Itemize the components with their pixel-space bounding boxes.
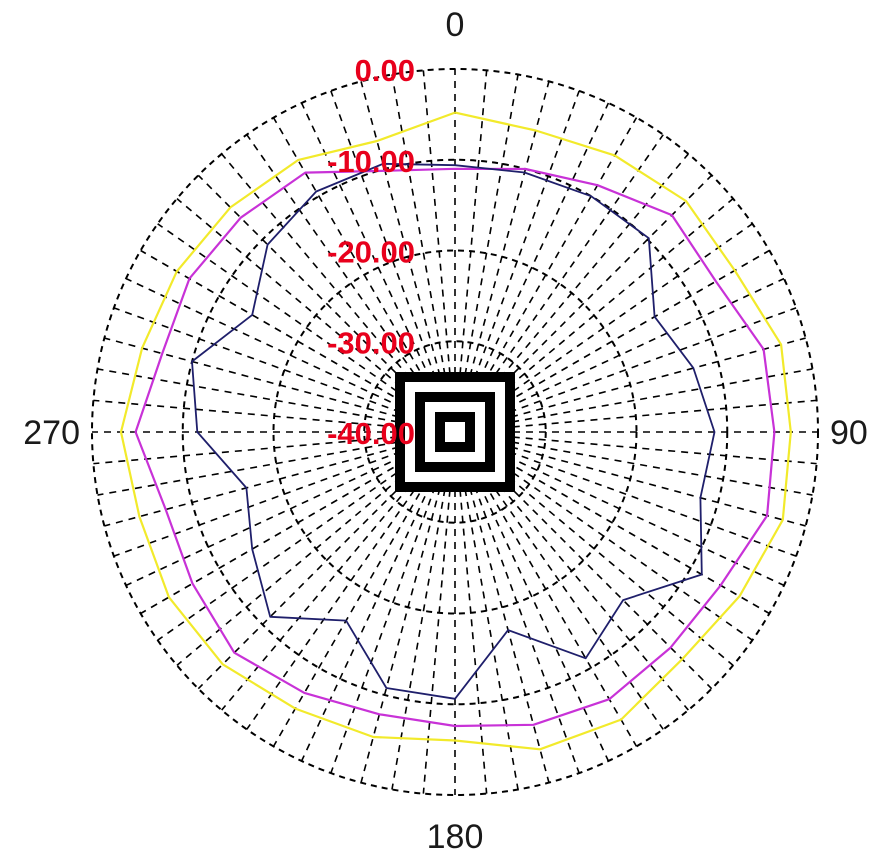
series-line-1 — [119, 111, 792, 751]
series-line-3 — [191, 162, 716, 700]
angle-label-270: 270 — [23, 414, 80, 452]
angle-label-0: 0 — [446, 6, 465, 44]
angle-label-180: 180 — [427, 818, 484, 856]
radial-tick-label: -20.00 — [327, 235, 415, 270]
radial-labels: 0.00 -10.00 -20.00 -30.00 -40.00 — [327, 53, 415, 451]
radial-tick-label: 0.00 — [355, 53, 415, 88]
series-line-2 — [134, 167, 776, 728]
angle-labels: 0 90 180 270 — [23, 6, 868, 856]
series-layer — [119, 111, 792, 751]
radial-tick-label: -40.00 — [327, 416, 415, 451]
radial-tick-label: -10.00 — [327, 144, 415, 179]
center-target — [395, 372, 515, 492]
radial-tick-label: -30.00 — [327, 325, 415, 360]
angle-label-90: 90 — [830, 414, 868, 452]
polar-grid — [91, 68, 819, 796]
center-square — [445, 422, 465, 442]
